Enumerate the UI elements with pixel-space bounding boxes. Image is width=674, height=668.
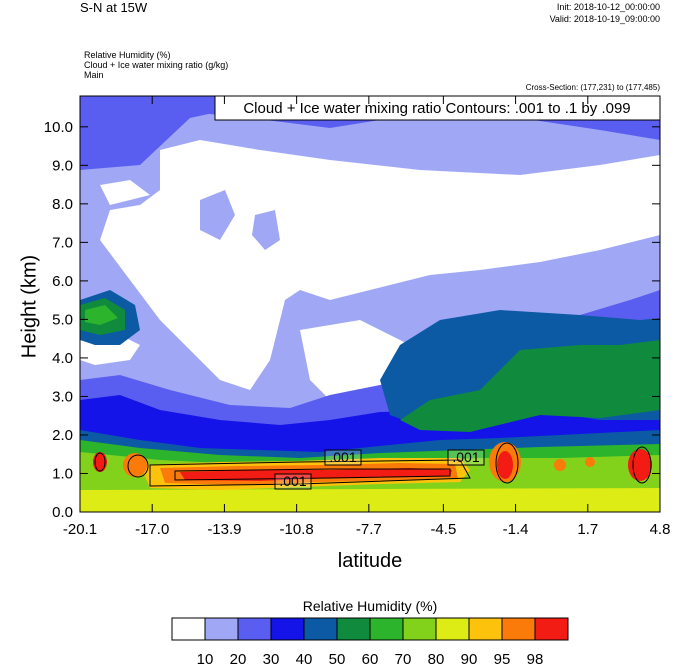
- field-cloud: Cloud + Ice water mixing ratio (g/kg): [84, 60, 229, 70]
- colorbar-swatch: [204, 617, 239, 641]
- x-tick-label: -13.9: [207, 521, 241, 538]
- y-axis-label: Height (km): [18, 254, 41, 359]
- colorbar-swatch: [303, 617, 338, 641]
- cross-section-info: Cross-Section: (177,231) to (177,485): [525, 83, 660, 92]
- contour-labels: .001 .001 .001: [274, 449, 485, 490]
- y-tick-label: 3.0: [52, 388, 73, 405]
- chart-title: S-N at 15W: [80, 0, 148, 15]
- x-tick-label: 4.8: [650, 521, 671, 538]
- colorbar-swatch: [237, 617, 272, 641]
- x-tick-label: -10.8: [280, 521, 314, 538]
- contour-label: .001: [329, 449, 356, 465]
- colorbar-label: 95: [494, 651, 511, 668]
- colorbar-label: 90: [461, 651, 478, 668]
- x-tick-label: -17.0: [135, 521, 169, 538]
- colorbar-label: 20: [230, 651, 247, 668]
- y-tick-label: 9.0: [52, 157, 73, 174]
- y-tick-label: 4.0: [52, 350, 73, 367]
- colorbar-swatch: [171, 617, 206, 641]
- colorbar-label: 80: [428, 651, 445, 668]
- colorbar: 10 20 30 40 50 60 70 80 90 95 98: [171, 617, 569, 668]
- time-info: Init: 2018-10-12_00:00:00 Valid: 2018-10…: [550, 1, 660, 25]
- x-axis-label: latitude: [337, 550, 403, 572]
- colorbar-label: 60: [362, 651, 379, 668]
- y-tick-label: 7.0: [52, 234, 73, 251]
- y-tick-label: 5.0: [52, 311, 73, 328]
- colorbar-label: 70: [395, 651, 412, 668]
- field-rh: Relative Humidity (%): [84, 50, 171, 60]
- init-time: Init: 2018-10-12_00:00:00: [556, 2, 660, 12]
- colorbar-label: 98: [527, 651, 544, 668]
- rh-field: [80, 96, 660, 512]
- y-tick-label: 8.0: [52, 196, 73, 213]
- colorbar-swatch: [435, 617, 470, 641]
- colorbar-swatch: [336, 617, 371, 641]
- colorbar-label: 40: [296, 651, 313, 668]
- x-axis: -20.1 -17.0 -13.9 -10.8 -7.7 -4.5 -1.4 1.7 4.8: [63, 96, 671, 538]
- contour-title: Cloud + Ice water mixing ratio Contours:…: [243, 100, 630, 117]
- y-tick-label: 2.0: [52, 427, 73, 444]
- y-tick-label: 6.0: [52, 273, 73, 290]
- contour-title-box: [214, 95, 661, 121]
- x-tick-label: -20.1: [63, 521, 97, 538]
- colorbar-swatch: [402, 617, 437, 641]
- x-tick-label: -1.4: [503, 521, 529, 538]
- colorbar-label: 10: [197, 651, 214, 668]
- x-tick-label: -4.5: [430, 521, 456, 538]
- colorbar-swatch: [501, 617, 536, 641]
- colorbar-title: Relative Humidity (%): [302, 598, 438, 614]
- valid-time: Valid: 2018-10-19_09:00:00: [549, 14, 660, 24]
- y-tick-label: 0.0: [52, 504, 73, 521]
- contour-label: .001: [452, 449, 479, 465]
- y-axis: 0.0 1.0 2.0 3.0 4.0 5.0 6.0 7.0 8.0 9.0 10.0: [44, 119, 660, 521]
- contour-label: .001: [279, 473, 306, 489]
- colorbar-swatch: [534, 617, 569, 641]
- colorbar-swatch: [468, 617, 503, 641]
- y-tick-label: 1.0: [52, 465, 73, 482]
- y-tick-label: 10.0: [44, 119, 73, 136]
- x-tick-label: -7.7: [356, 521, 382, 538]
- colorbar-label: 50: [329, 651, 346, 668]
- colorbar-label: 30: [263, 651, 280, 668]
- colorbar-swatch: [270, 617, 305, 641]
- field-main: Main: [84, 70, 104, 80]
- field-info: Relative Humidity (%) Cloud + Ice water …: [84, 50, 228, 80]
- colorbar-swatch: [369, 617, 404, 641]
- x-tick-label: 1.7: [577, 521, 598, 538]
